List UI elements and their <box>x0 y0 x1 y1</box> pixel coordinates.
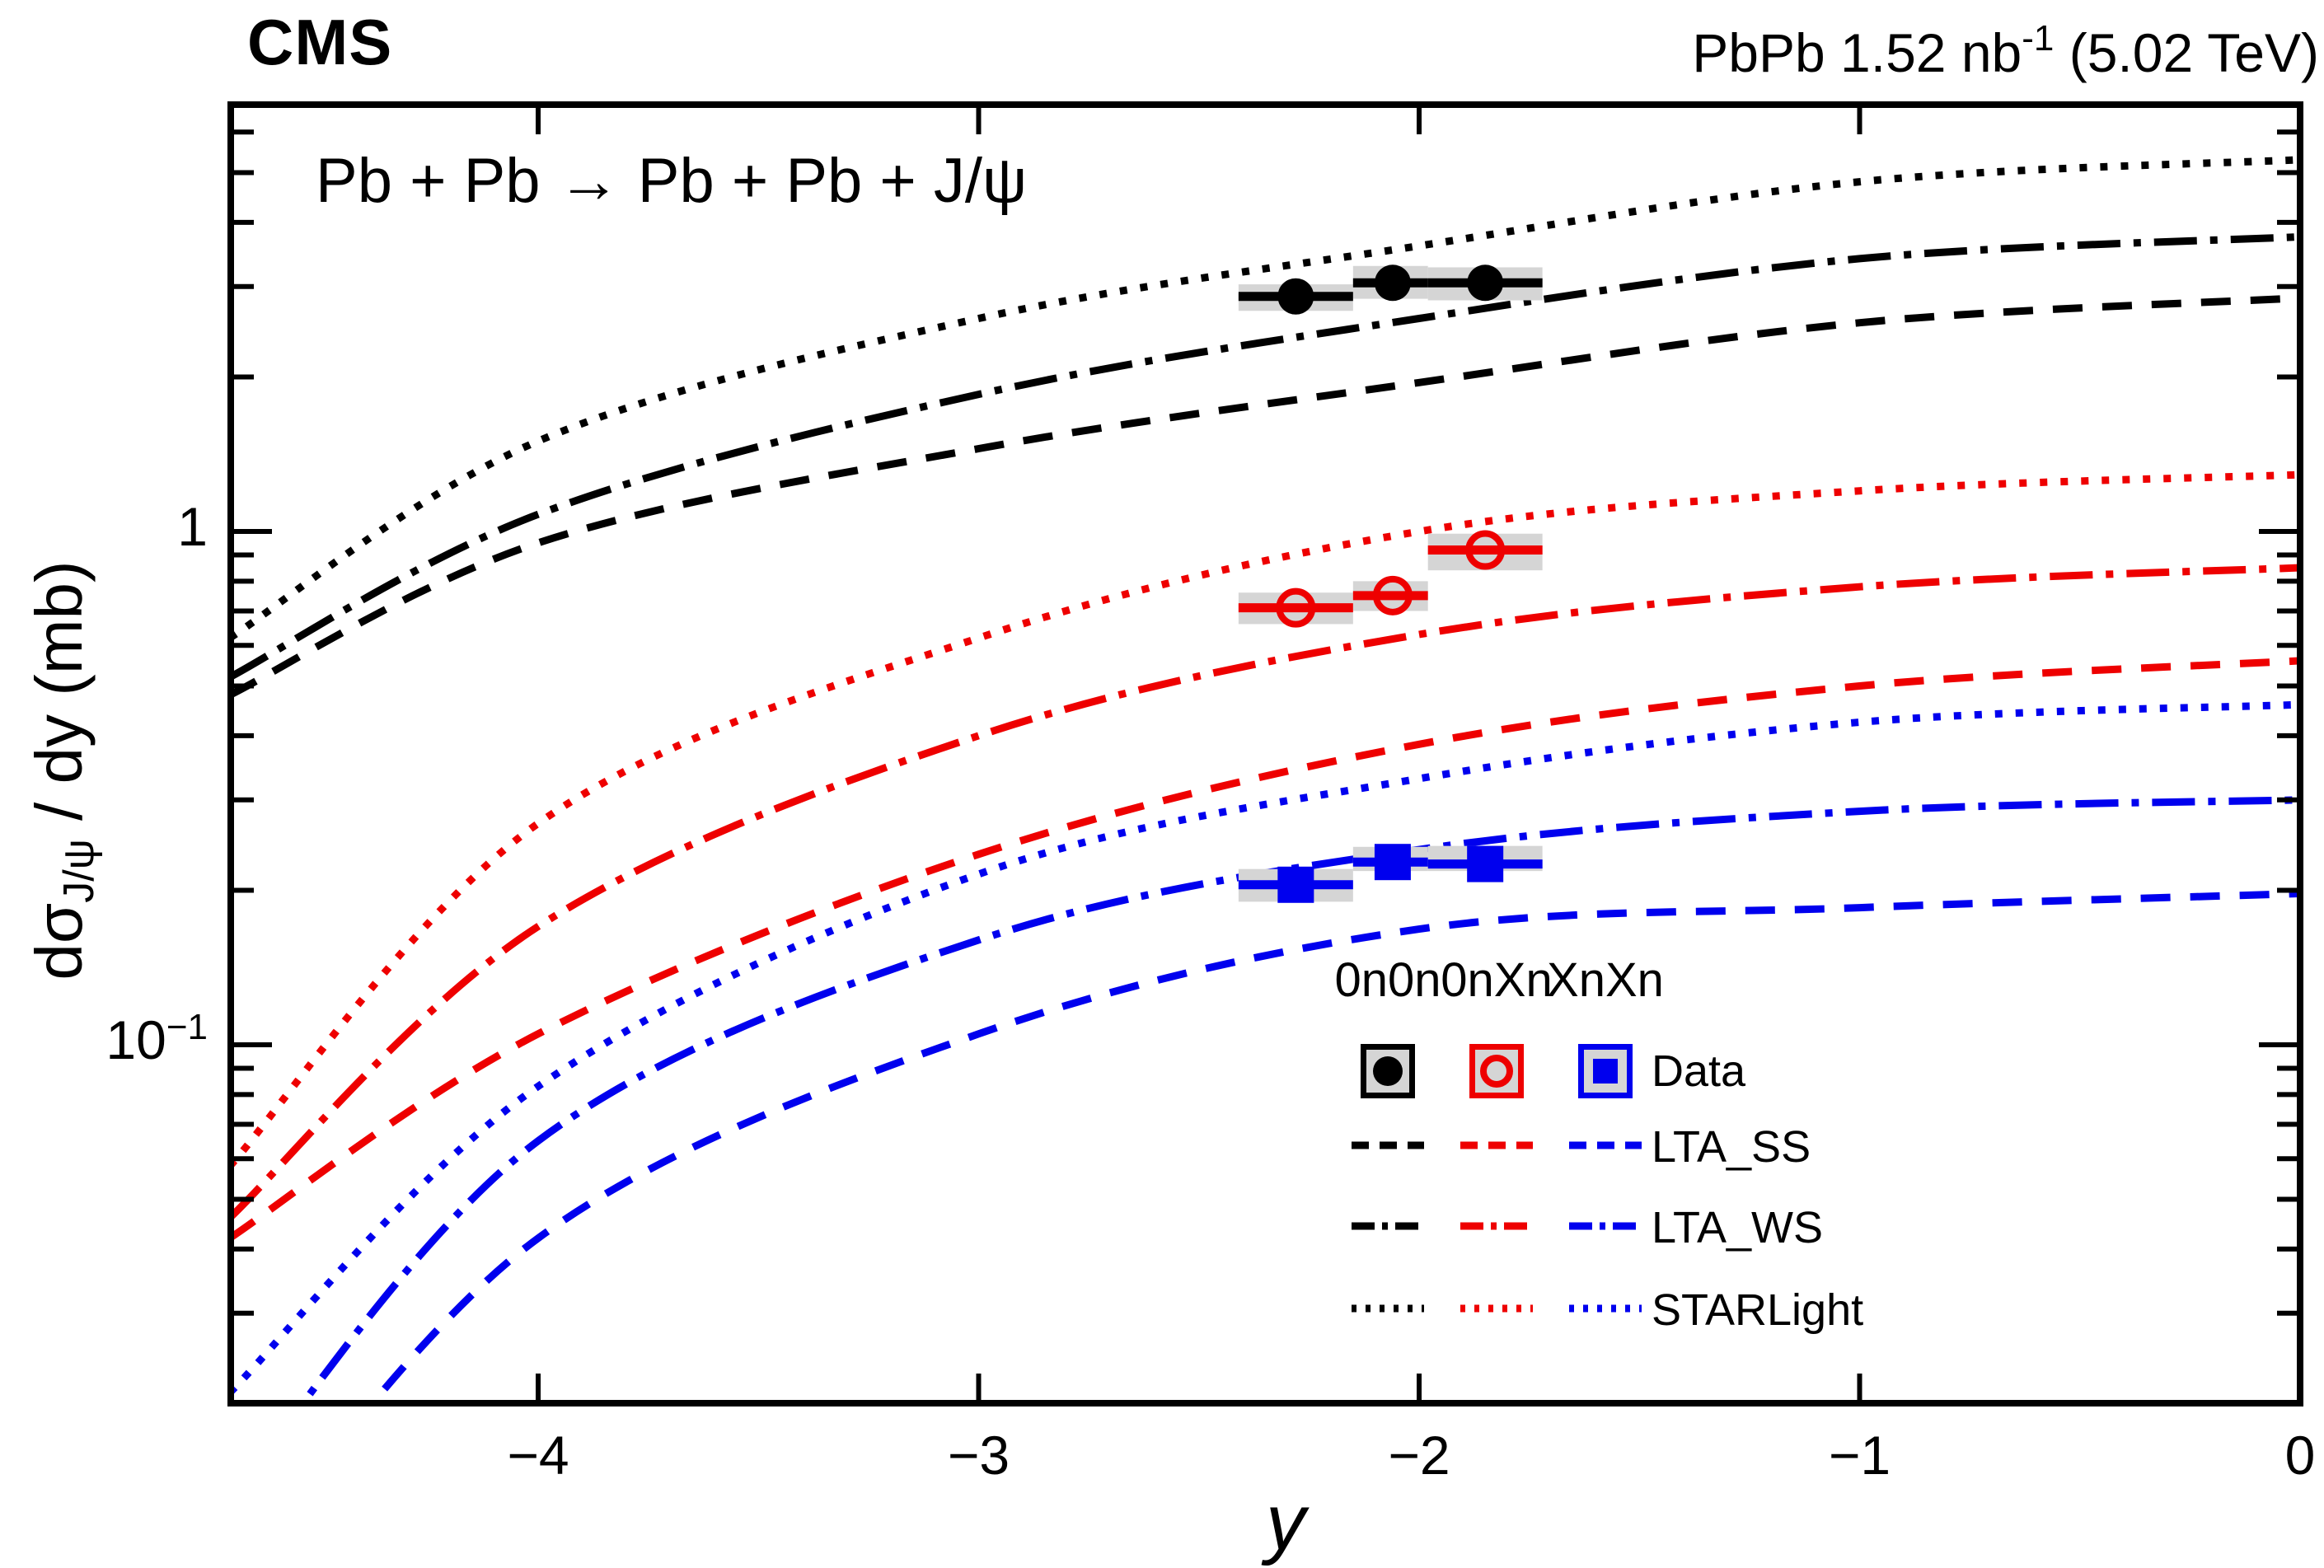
legend-line-sample-lta_ws-0nXn <box>1460 1220 1533 1235</box>
x-tick-label-−1: −1 <box>1828 1425 1891 1486</box>
curve-lta_ss-0n0n <box>231 294 2300 699</box>
curve-lta_ss-0nXn <box>231 657 2300 1242</box>
legend-label-lta-ss: LTA_SS <box>1652 1122 1811 1172</box>
legend-marker-box-0nXn <box>1469 1044 1524 1098</box>
curve-lta_ws-0nXn <box>231 564 2300 1221</box>
marker-XnXn-2 <box>1467 845 1504 882</box>
legend-line-sample-starlight-0nXn <box>1460 1303 1533 1318</box>
data-points <box>1238 264 1543 903</box>
x-tick-label-−3: −3 <box>947 1425 1010 1486</box>
marker-0nXn-1 <box>1372 575 1413 615</box>
x-tick-label-−2: −2 <box>1388 1425 1450 1486</box>
theory-curves <box>231 156 2300 1403</box>
marker-0nXn-2 <box>1465 530 1506 570</box>
legend-line-sample-lta_ws-XnXn <box>1569 1220 1642 1235</box>
legend-line-sample-lta_ss-XnXn <box>1569 1140 1642 1154</box>
x-axis-title: y <box>1266 1478 1305 1566</box>
legend-line-sample-starlight-XnXn <box>1569 1303 1642 1318</box>
marker-0n0n-2 <box>1467 264 1504 302</box>
curve-lta_ws-0n0n <box>231 232 2300 681</box>
marker-XnXn-0 <box>1277 866 1314 903</box>
marker-XnXn-1 <box>1374 844 1411 881</box>
lumi-text: PbPb 1.52 nb <box>1692 22 2022 83</box>
legend-marker-box-0n0n <box>1361 1044 1415 1098</box>
curve-lta_ss-XnXn <box>368 890 2300 1403</box>
marker-0n0n-1 <box>1374 264 1411 302</box>
legend-label-lta-ws: LTA_WS <box>1652 1203 1824 1252</box>
curve-starlight-0n0n <box>231 156 2300 642</box>
lumi-energy: (5.02 TeV) <box>2054 22 2319 83</box>
legend-header-XnXn: XnXn <box>1547 953 1664 1007</box>
curve-lta_ws-XnXn <box>298 796 2300 1403</box>
experiment-label: CMS <box>247 6 393 78</box>
filled-square-marker <box>1593 1059 1618 1084</box>
x-tick-label-0: 0 <box>2284 1425 2316 1486</box>
marker-0n0n-0 <box>1277 278 1314 315</box>
y-title-main: dσ <box>22 902 96 981</box>
y-tick-label-10: 10−1 <box>105 1007 208 1070</box>
luminosity-label: PbPb 1.52 nb-1 (5.02 TeV) <box>1692 18 2319 84</box>
plot-title: Pb + Pb → Pb + Pb + J/ψ <box>316 146 1028 216</box>
legend-header-0nXn: 0nXn <box>1441 953 1553 1007</box>
y-title-rest: / dy (mb) <box>22 560 96 840</box>
lumi-superscript: -1 <box>2022 18 2055 59</box>
legend-line-sample-lta_ss-0n0n <box>1352 1140 1424 1154</box>
y-tick-label-1: 1 <box>177 496 208 557</box>
x-tick-label-−4: −4 <box>507 1425 569 1486</box>
legend-line-sample-starlight-0n0n <box>1352 1303 1424 1318</box>
legend-label-starlight: STARLight <box>1652 1285 1864 1335</box>
y-title-subscript: J/ψ <box>55 839 103 903</box>
curve-starlight-XnXn <box>231 700 2300 1396</box>
plot-frame <box>227 101 2303 1407</box>
filled-circle-marker <box>1373 1056 1403 1086</box>
marker-0nXn-0 <box>1276 587 1316 628</box>
curve-starlight-0nXn <box>231 470 2300 1169</box>
axis-ticks <box>231 105 2300 1403</box>
legend-label-data: Data <box>1652 1046 1746 1096</box>
legend-header-0n0n: 0n0n <box>1334 953 1441 1007</box>
open-circle-marker <box>1480 1055 1513 1088</box>
y-axis-title: dσJ/ψ / dy (mb) <box>21 560 103 981</box>
legend-marker-box-XnXn <box>1578 1044 1633 1098</box>
legend-line-sample-lta_ss-0nXn <box>1460 1140 1533 1154</box>
legend-line-sample-lta_ws-0n0n <box>1352 1220 1424 1235</box>
